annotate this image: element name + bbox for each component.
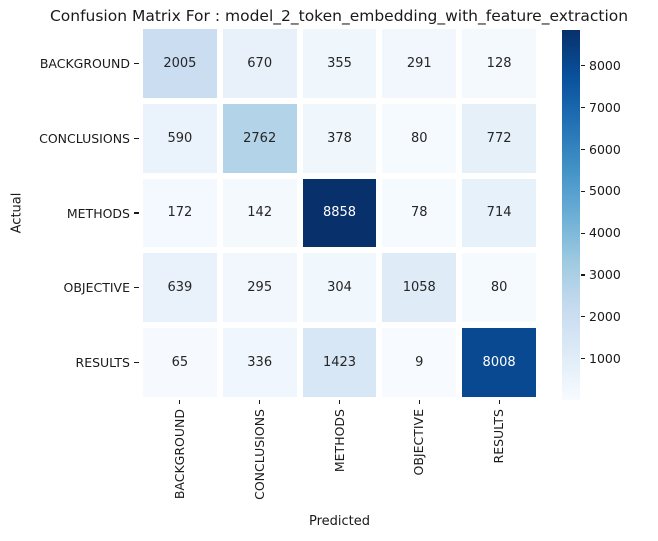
y-tick-mark xyxy=(134,212,139,214)
x-tick-mark xyxy=(498,400,500,404)
heatmap-cell-RESULTS-OBJECTIVE: 9 xyxy=(382,328,457,397)
x-tick-mark xyxy=(418,400,420,404)
colorbar-tick-label: 4000 xyxy=(589,225,621,241)
y-tick-label: OBJECTIVE xyxy=(63,280,131,296)
x-axis-label: Predicted xyxy=(308,514,371,529)
y-tick-label: CONCLUSIONS xyxy=(39,130,130,146)
heatmap-cell-CONCLUSIONS-OBJECTIVE: 80 xyxy=(382,103,457,173)
x-tick-mark xyxy=(179,400,181,404)
y-tick-mark xyxy=(134,362,139,364)
x-tick-label: RESULTS xyxy=(491,409,507,464)
y-tick-mark xyxy=(134,62,139,64)
colorbar-tick-mark xyxy=(581,274,585,276)
y-tick-label: BACKGROUND xyxy=(39,55,130,71)
heatmap-cell-BACKGROUND-CONCLUSIONS: 670 xyxy=(222,29,297,98)
y-tick-mark xyxy=(134,137,139,139)
heatmap-cell-CONCLUSIONS-BACKGROUND: 590 xyxy=(143,103,217,173)
colorbar-tick-mark xyxy=(581,232,585,234)
colorbar-tick-label: 3000 xyxy=(589,266,621,282)
heatmap-cell-METHODS-OBJECTIVE: 78 xyxy=(382,178,457,248)
heatmap-cell-OBJECTIVE-CONCLUSIONS: 295 xyxy=(222,253,297,323)
heatmap-cell-OBJECTIVE-OBJECTIVE: 1058 xyxy=(382,253,457,323)
heatmap-cell-BACKGROUND-METHODS: 355 xyxy=(302,29,377,98)
heatmap-cell-OBJECTIVE-RESULTS: 80 xyxy=(462,253,536,323)
heatmap-cell-METHODS-METHODS: 8858 xyxy=(302,178,377,248)
colorbar-tick-mark xyxy=(581,107,585,109)
heatmap-cell-METHODS-CONCLUSIONS: 142 xyxy=(222,178,297,248)
heatmap-cell-OBJECTIVE-METHODS: 304 xyxy=(302,253,377,323)
x-tick-label: CONCLUSIONS xyxy=(251,409,267,500)
colorbar-tick-mark xyxy=(581,65,585,67)
colorbar-tick-label: 7000 xyxy=(589,99,621,115)
heatmap-cell-OBJECTIVE-BACKGROUND: 639 xyxy=(143,253,217,323)
colorbar-tick-label: 8000 xyxy=(589,57,621,73)
colorbar xyxy=(562,30,580,400)
y-tick-label: RESULTS xyxy=(75,355,130,371)
heatmap-cell-RESULTS-METHODS: 1423 xyxy=(302,328,377,397)
x-tick-label: BACKGROUND xyxy=(171,409,187,500)
colorbar-tick-label: 2000 xyxy=(589,308,621,324)
heatmap-cell-BACKGROUND-BACKGROUND: 2005 xyxy=(143,29,217,98)
heatmap-cell-RESULTS-RESULTS: 8008 xyxy=(462,328,536,397)
y-tick-mark xyxy=(134,287,139,289)
colorbar-tick-label: 5000 xyxy=(589,183,621,199)
x-tick-mark xyxy=(338,400,341,404)
x-tick-label: OBJECTIVE xyxy=(411,409,427,476)
y-tick-label: METHODS xyxy=(66,205,130,221)
heatmap-cell-CONCLUSIONS-METHODS: 378 xyxy=(302,103,377,173)
colorbar-tick-mark xyxy=(581,190,585,192)
colorbar-tick-mark xyxy=(581,148,585,151)
heatmap-cell-BACKGROUND-RESULTS: 128 xyxy=(462,29,536,98)
colorbar-tick-mark xyxy=(581,316,585,318)
chart-title: Confusion Matrix For : model_2_token_emb… xyxy=(49,7,629,25)
heatmap-cell-METHODS-RESULTS: 714 xyxy=(462,178,536,248)
x-tick-mark xyxy=(259,400,261,404)
heatmap-cell-CONCLUSIONS-CONCLUSIONS: 2762 xyxy=(222,103,297,173)
colorbar-tick-mark xyxy=(581,357,585,360)
heatmap-cell-BACKGROUND-OBJECTIVE: 291 xyxy=(382,29,457,98)
heatmap-cell-RESULTS-BACKGROUND: 65 xyxy=(143,328,217,397)
heatmap-cell-CONCLUSIONS-RESULTS: 772 xyxy=(462,103,536,173)
heatmap-grid: 2005 670 355 291 128 590 2762 378 80 772 172 142 885… xyxy=(140,26,539,400)
heatmap-cell-METHODS-BACKGROUND: 172 xyxy=(143,178,217,248)
colorbar-tick-label: 6000 xyxy=(589,141,621,157)
x-tick-label: METHODS xyxy=(331,409,347,473)
colorbar-tick-label: 1000 xyxy=(589,350,621,366)
heatmap-cell-RESULTS-CONCLUSIONS: 336 xyxy=(222,328,297,397)
